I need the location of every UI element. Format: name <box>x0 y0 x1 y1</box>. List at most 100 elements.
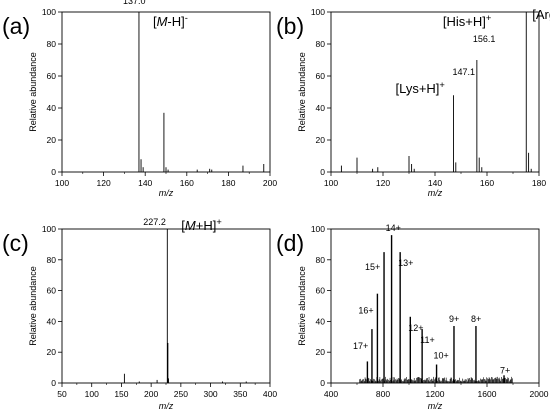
ion-label: [Lys+H]+ <box>395 80 444 96</box>
y-axis-label: Relative abundance <box>297 52 307 132</box>
ion-label-part: [ <box>153 14 157 29</box>
panel-c: (c) 50 100 150 200 250 300 350 400 0 20 40 60 80 100 m/… <box>2 217 277 411</box>
x-tick-label: 1200 <box>426 389 445 399</box>
y-tick-label: 100 <box>42 224 56 234</box>
x-tick-label: 200 <box>144 389 158 399</box>
panel-a: (a) 100 120 140 160 180 200 0 20 40 60 80 100 m/z Rela… <box>2 0 277 198</box>
charge-state-label: 15+ <box>365 262 380 272</box>
x-tick-label: 300 <box>203 389 217 399</box>
ion-label-part: [His+H] <box>443 14 486 29</box>
y-tick-label: 40 <box>316 316 326 326</box>
y-tick-label: 80 <box>47 255 57 265</box>
x-tick-label: 200 <box>263 178 277 188</box>
x-tick-label: 400 <box>263 389 277 399</box>
y-tick-label: 40 <box>316 103 326 113</box>
x-tick-label: 180 <box>532 178 546 188</box>
y-tick-label: 20 <box>47 347 57 357</box>
panel-label: (c) <box>2 230 29 256</box>
charge-state-label: 8+ <box>471 314 481 324</box>
charge-state-label: 11+ <box>420 335 435 345</box>
x-tick-label: 1600 <box>478 389 497 399</box>
y-tick-label: 60 <box>47 286 57 296</box>
ion-label-part: + <box>216 217 221 227</box>
y-tick-label: 20 <box>316 347 326 357</box>
x-tick-label: 150 <box>114 389 128 399</box>
y-tick-label: 20 <box>47 135 57 145</box>
y-tick-label: 0 <box>320 378 325 388</box>
plot-frame <box>61 11 271 173</box>
peak-mz-label: 156.1 <box>473 34 496 44</box>
panel-b: (b) 100 120 140 160 180 0 20 40 60 80 100 m/z Relativ… <box>276 6 550 198</box>
charge-state-label: 12+ <box>408 323 423 333</box>
panel-d: (d) 400 800 1200 1600 2000 0 20 40 60 80 100 m/z Rela… <box>276 223 549 411</box>
peak-mz-label: 137.0 <box>123 0 146 6</box>
y-tick-label: 60 <box>316 286 326 296</box>
y-tick-label: 80 <box>47 39 57 49</box>
y-tick-label: 80 <box>316 39 326 49</box>
ion-label-part: [Arg+H] <box>532 7 550 22</box>
peak-mz-label: 227.2 <box>143 217 166 227</box>
x-tick-label: 120 <box>97 178 111 188</box>
x-axis-label: m/z <box>428 188 443 198</box>
plot-frame <box>61 228 271 384</box>
y-tick-label: 0 <box>51 167 56 177</box>
y-axis-label: Relative abundance <box>28 266 38 346</box>
y-tick-label: 80 <box>316 255 326 265</box>
y-tick-label: 100 <box>42 7 56 17</box>
x-axis-label: m/z <box>428 401 443 411</box>
y-tick-label: 100 <box>311 224 325 234</box>
y-tick-label: 40 <box>47 103 57 113</box>
charge-state-label: 17+ <box>353 341 368 351</box>
ion-label-part: [ <box>181 218 185 233</box>
x-tick-label: 100 <box>324 178 338 188</box>
ion-label: [His+H]+ <box>443 13 491 29</box>
x-tick-label: 350 <box>233 389 247 399</box>
peak-mz-label: 147.1 <box>452 67 475 77</box>
x-tick-label: 100 <box>55 178 69 188</box>
y-tick-label: 0 <box>51 378 56 388</box>
x-axis-label: m/z <box>159 188 174 198</box>
ion-label: [M+H]+ <box>181 217 222 233</box>
panel-label: (a) <box>2 13 30 39</box>
panel-label: (b) <box>276 13 304 39</box>
x-axis-label: m/z <box>159 401 174 411</box>
y-tick-label: 40 <box>47 316 57 326</box>
ion-label: [M-H]- <box>153 13 188 29</box>
panel-label: (d) <box>276 230 304 256</box>
charge-state-label: 13+ <box>398 258 413 268</box>
ion-label-part: M <box>157 14 168 29</box>
charge-state-label: 16+ <box>358 306 373 316</box>
ion-label-part: +H] <box>196 218 217 233</box>
charge-state-label: 9+ <box>449 314 459 324</box>
charge-state-label: 7+ <box>500 365 510 375</box>
y-tick-label: 60 <box>316 71 326 81</box>
x-tick-label: 400 <box>324 389 338 399</box>
x-tick-label: 100 <box>85 389 99 399</box>
x-tick-label: 250 <box>174 389 188 399</box>
x-tick-label: 160 <box>480 178 494 188</box>
y-tick-label: 20 <box>316 135 326 145</box>
ion-label-part: -H] <box>167 14 184 29</box>
ion-label-part: [Lys+H] <box>395 81 439 96</box>
x-tick-label: 120 <box>376 178 390 188</box>
y-tick-label: 60 <box>47 71 57 81</box>
y-axis-label: Relative abundance <box>297 266 307 346</box>
y-tick-label: 0 <box>320 167 325 177</box>
ion-label-part: - <box>185 13 188 23</box>
y-axis-label: Relative abundance <box>28 52 38 132</box>
x-tick-label: 800 <box>376 389 390 399</box>
y-tick-label: 100 <box>311 7 325 17</box>
ion-label-part: M <box>185 218 196 233</box>
ion-label-part: + <box>486 13 491 23</box>
x-tick-label: 180 <box>221 178 235 188</box>
charge-state-label: 10+ <box>434 351 449 361</box>
x-tick-label: 2000 <box>530 389 549 399</box>
x-tick-label: 140 <box>138 178 152 188</box>
ion-label-part: + <box>439 80 444 90</box>
x-tick-label: 140 <box>428 178 442 188</box>
charge-state-label: 14+ <box>386 223 401 233</box>
ion-label: [Arg+H]+ <box>532 6 550 22</box>
x-tick-label: 50 <box>57 389 67 399</box>
